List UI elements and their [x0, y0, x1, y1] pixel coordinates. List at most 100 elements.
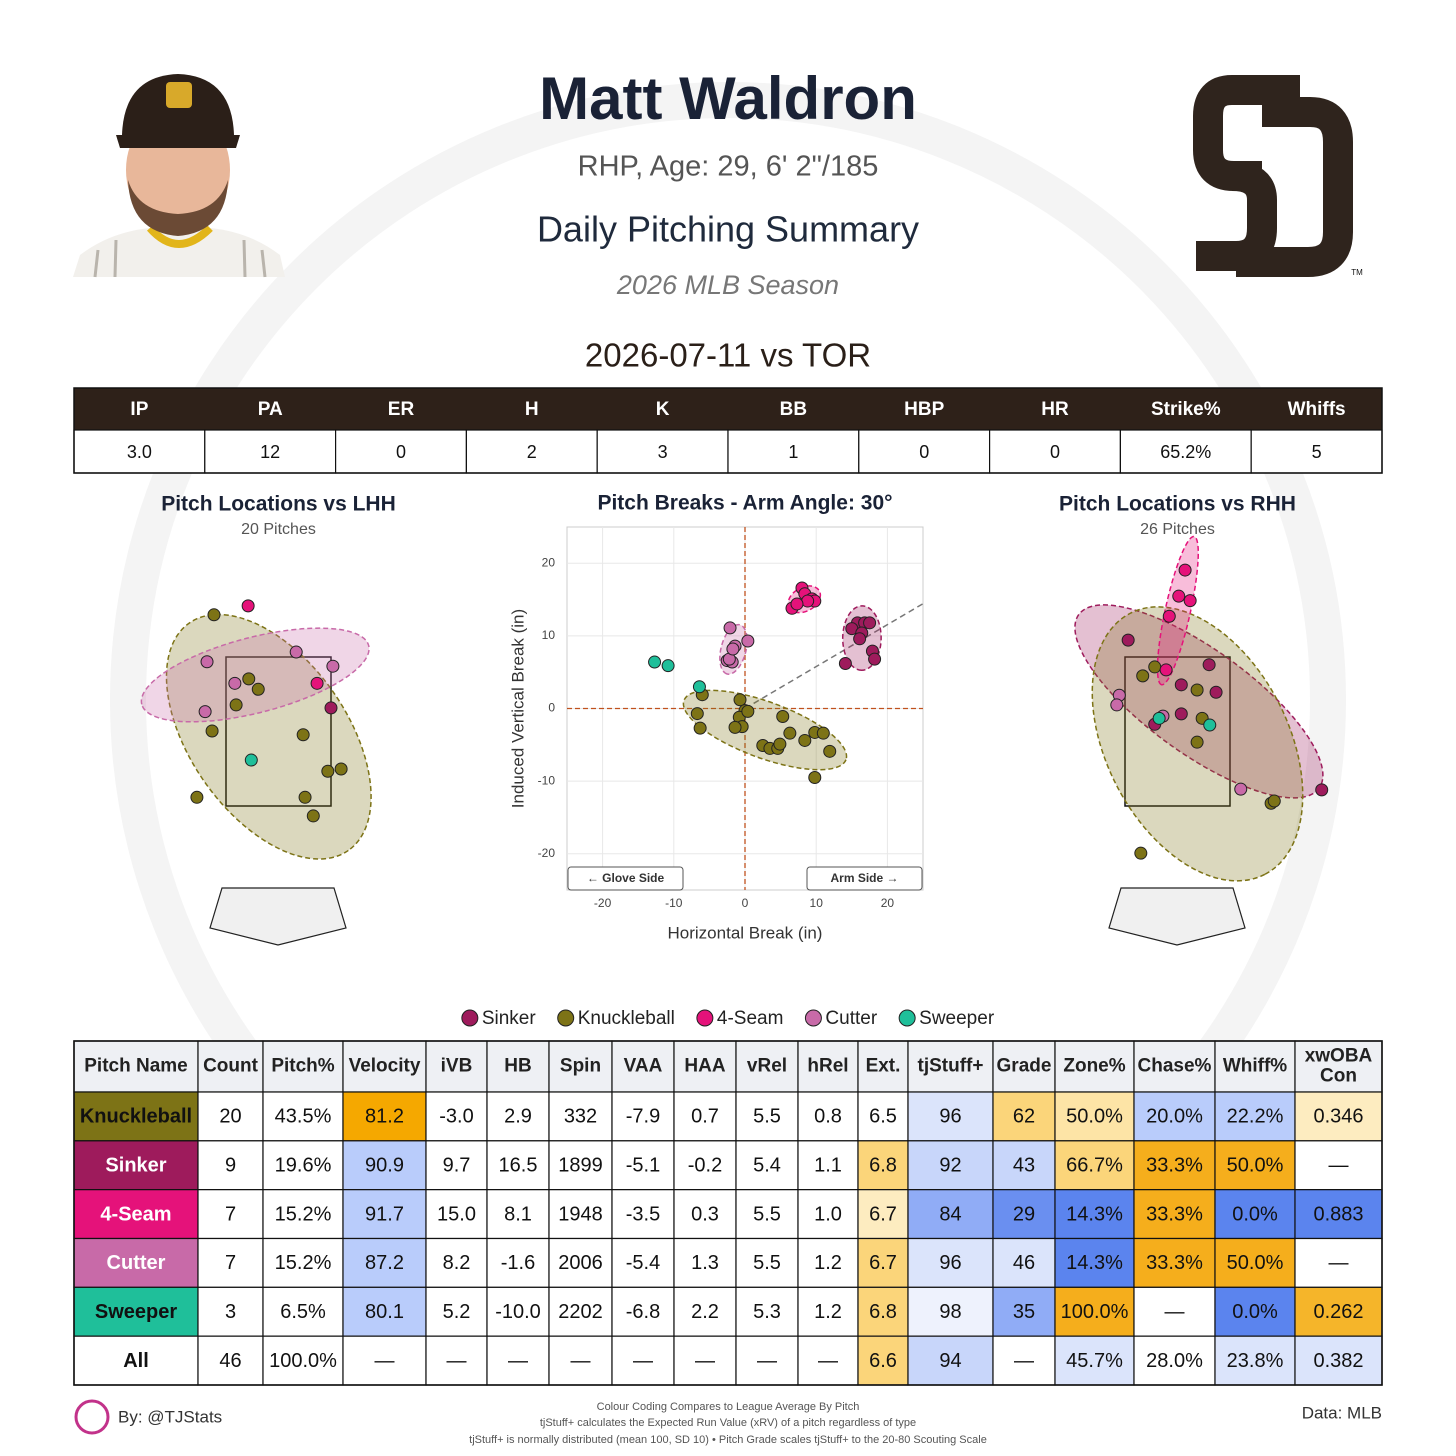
pitch-point: [853, 632, 867, 646]
chart-subtitle: 26 Pitches: [1140, 521, 1215, 538]
table-cell: [797, 1335, 859, 1386]
stats-value: 3.0: [127, 442, 152, 462]
pitch-point: [741, 634, 755, 648]
pitch-point: [229, 698, 243, 712]
table-value: —: [1329, 1155, 1349, 1177]
source: Data: MLB: [1302, 1403, 1382, 1422]
table-header: hRel: [807, 1056, 848, 1077]
note: Colour Coding Compares to League Average…: [597, 1401, 860, 1413]
table-value: 6.8: [869, 1155, 897, 1177]
table-value: —: [695, 1350, 715, 1372]
table-cell: [797, 1286, 859, 1337]
stats-frame: [73, 387, 1383, 474]
table-cell: [342, 1189, 427, 1240]
pitch-point: [1172, 589, 1186, 603]
stats-cell: [73, 429, 206, 474]
table-cell: [611, 1286, 675, 1337]
pitch-point: [198, 705, 212, 719]
pitch-point: [1174, 678, 1188, 692]
logo-tm: TM: [1351, 268, 1363, 277]
table-cell: [1054, 1286, 1135, 1337]
table-header-cell: [797, 1040, 859, 1093]
table-value: -0.2: [688, 1155, 722, 1177]
y-tick-label: 10: [542, 628, 556, 642]
table-cell: [611, 1091, 675, 1142]
table-header: vRel: [747, 1056, 787, 1077]
table-cell: [992, 1286, 1056, 1337]
table-cell: [548, 1091, 613, 1142]
x-tick-label: 10: [810, 896, 824, 910]
y-tick-label: -20: [538, 846, 556, 860]
pitch-point: [690, 707, 704, 721]
table-value: 1.2: [814, 1301, 842, 1323]
pitch-point: [1148, 660, 1162, 674]
table-cell: [1214, 1335, 1296, 1386]
table-cell: [1054, 1091, 1135, 1142]
table-value: -6.8: [626, 1301, 660, 1323]
pitch-point: [726, 642, 740, 656]
table-value: —: [757, 1350, 777, 1372]
team-logo: [1193, 75, 1353, 277]
x-tick-label: -10: [665, 896, 683, 910]
table-cell: [735, 1189, 799, 1240]
table-value: 35: [1013, 1301, 1035, 1323]
table-cell: [548, 1189, 613, 1240]
table-cell: [73, 1286, 199, 1337]
pitch-point: [289, 645, 303, 659]
pitch-point: [693, 721, 707, 735]
pitch-name: Knuckleball: [80, 1106, 192, 1128]
table-value: 332: [564, 1106, 597, 1128]
stats-value: 0: [1050, 442, 1060, 462]
table-value: -3.0: [439, 1106, 473, 1128]
table-value: 50.0%: [1227, 1155, 1284, 1177]
table-cell: [797, 1140, 859, 1191]
table-cell: [797, 1237, 859, 1288]
table-value: 87.2: [365, 1252, 404, 1274]
table-header: VAA: [624, 1056, 663, 1077]
stats-value: 5: [1312, 442, 1322, 462]
table-value: —: [633, 1350, 653, 1372]
table-cell: [73, 1140, 199, 1191]
table-value: 33.3%: [1146, 1203, 1203, 1225]
pitch-point: [1209, 685, 1223, 699]
table-value: 6.7: [869, 1252, 897, 1274]
confidence-ellipse: [682, 689, 848, 771]
annotation: Arm Side →: [830, 871, 898, 885]
table-cell: [611, 1140, 675, 1191]
table-cell: [73, 1335, 199, 1386]
pitch-point: [1203, 718, 1217, 732]
pitch-point: [728, 720, 742, 734]
table-cell: [1294, 1237, 1383, 1288]
table-value: 81.2: [365, 1106, 404, 1128]
pitch-point: [1136, 669, 1150, 683]
table-cell: [907, 1091, 994, 1142]
table-cell: [262, 1335, 344, 1386]
table-value: 20.0%: [1146, 1106, 1203, 1128]
table-header: Velocity: [349, 1056, 421, 1077]
table-value: 5.4: [753, 1155, 781, 1177]
legend-label: Sweeper: [919, 1008, 995, 1029]
table-value: 19.6%: [275, 1155, 332, 1177]
pitch-point: [1110, 698, 1124, 712]
table-cell: [735, 1091, 799, 1142]
pitch-point: [1267, 794, 1281, 808]
pitch-point: [863, 616, 877, 630]
report-title: Daily Pitching Summary: [537, 209, 919, 250]
pitch-point: [334, 762, 348, 776]
stats-value: 0: [919, 442, 929, 462]
pitch-point: [296, 728, 310, 742]
table-cell: [548, 1140, 613, 1191]
pitch-point: [1202, 658, 1216, 672]
table-cell: [197, 1091, 264, 1142]
legend-marker: [557, 1009, 575, 1027]
pitch-point: [324, 701, 338, 715]
table-value: 2006: [558, 1252, 603, 1274]
pitch-point: [321, 764, 335, 778]
table-cell: [1294, 1286, 1383, 1337]
pitch-point: [723, 621, 737, 635]
table-value: 15.2%: [275, 1203, 332, 1225]
pitch-point: [200, 655, 214, 669]
table-cell: [548, 1237, 613, 1288]
player-photo: [73, 74, 285, 278]
table-header: Whiff%: [1223, 1056, 1287, 1077]
